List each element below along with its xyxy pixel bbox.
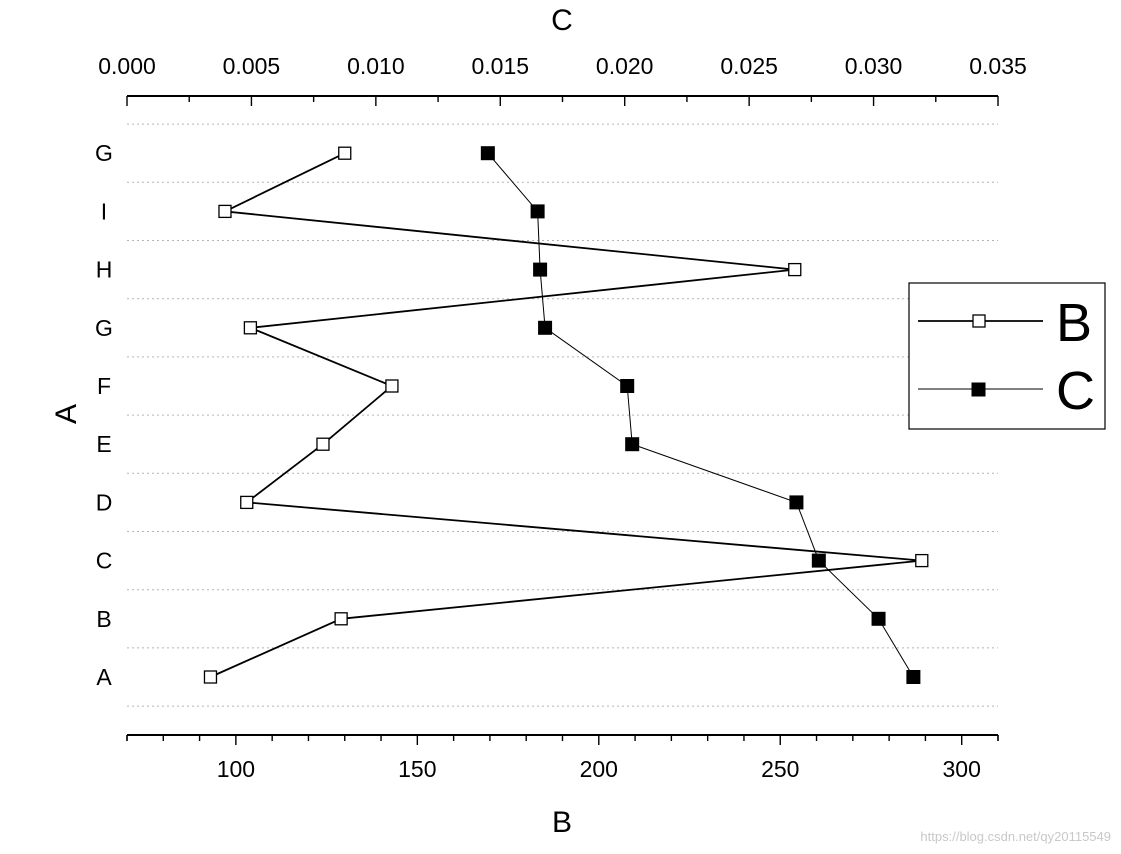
series-b-point <box>788 262 802 277</box>
series-c-point <box>533 262 548 277</box>
series-b-point <box>243 321 258 335</box>
series-b-line <box>210 152 922 678</box>
series-c-point <box>538 320 553 335</box>
series-b-point <box>218 204 232 219</box>
series-b-point <box>203 670 218 684</box>
series-c-point <box>871 611 886 626</box>
series-b-point <box>334 612 348 626</box>
series-c-line <box>487 152 914 678</box>
legend-marker-b <box>972 314 986 328</box>
top-axis-title: C <box>551 4 573 37</box>
category-label: G <box>95 140 113 166</box>
watermark: https://blog.csdn.net/qy20115549 <box>920 829 1111 844</box>
bottom-tick-label: 100 <box>217 756 255 782</box>
legend-label-b: B <box>1056 293 1092 353</box>
series-b-point <box>385 379 399 393</box>
category-label: C <box>96 548 113 574</box>
category-label: E <box>96 431 111 457</box>
bottom-tick-label: 300 <box>943 756 981 782</box>
top-tick-label: 0.035 <box>969 53 1027 79</box>
top-tick-label: 0.025 <box>720 53 778 79</box>
category-label: H <box>96 257 113 283</box>
top-tick-label: 0.030 <box>845 53 903 79</box>
category-label: B <box>96 606 111 632</box>
bottom-tick-label: 150 <box>398 756 436 782</box>
bottom-axis-title: B <box>552 806 572 839</box>
bottom-tick-label: 250 <box>761 756 799 782</box>
grid-lines <box>127 123 998 707</box>
series-c-point <box>906 670 921 684</box>
axis-ticks: A B C D E F G H I G 100 150 200 250 300 0.000 0.005 0.010… <box>95 53 1027 782</box>
category-label: D <box>96 489 113 515</box>
legend: B C <box>908 282 1106 430</box>
y-axis-title: A <box>50 404 83 424</box>
series <box>203 146 929 684</box>
series-c-point <box>620 379 635 393</box>
legend-label-c: C <box>1056 361 1095 421</box>
series-b-point <box>240 495 254 510</box>
legend-marker-c <box>971 382 986 397</box>
category-label: I <box>101 198 107 224</box>
top-tick-label: 0.020 <box>596 53 654 79</box>
series-c-point <box>789 495 804 510</box>
series-c-point <box>530 204 545 219</box>
series-b-point <box>316 437 330 451</box>
category-label: F <box>97 373 111 399</box>
top-tick-label: 0.005 <box>223 53 281 79</box>
series-c-point <box>480 146 495 161</box>
series-c-point <box>811 553 826 568</box>
series-c-point <box>625 437 640 452</box>
series-b-point <box>915 553 929 568</box>
top-tick-label: 0.015 <box>472 53 530 79</box>
top-tick-label: 0.000 <box>98 53 156 79</box>
category-label: A <box>96 664 112 690</box>
bottom-tick-label: 200 <box>580 756 618 782</box>
category-label: G <box>95 315 113 341</box>
top-tick-label: 0.010 <box>347 53 405 79</box>
legend-box <box>908 282 1106 430</box>
series-b-point <box>338 146 352 160</box>
